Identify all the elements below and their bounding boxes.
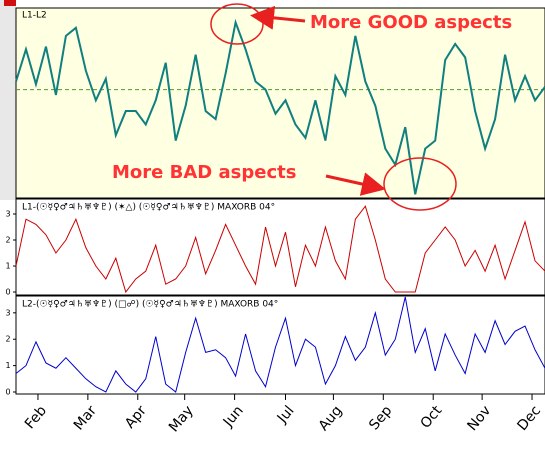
panel-title: L1-L2 (22, 11, 47, 21)
y-tick-label: 1 (5, 262, 10, 271)
bottom-panel (15, 295, 545, 395)
highlight-circle (210, 3, 264, 45)
y-tick-label: 0 (5, 288, 10, 297)
middle-panel (15, 198, 545, 296)
window-icon (4, 0, 16, 6)
highlight-circle (383, 157, 457, 211)
panel-title: L1-(☉☿♀♂♃♄♅♆♇) (✶△) (☉☿♀♂♃♄♅♆♇) MAXORB 0… (22, 203, 275, 213)
y-tick-label: 2 (5, 335, 10, 344)
panel-title: L2-(☉☿♀♂♃♄♅♆♇) (□☍) (☉☿♀♂♃♄♅♆♇) MAXORB 0… (22, 300, 278, 310)
y-tick-label: 0 (5, 388, 10, 397)
y-tick-label: 2 (5, 236, 10, 245)
y-tick-label: 3 (5, 210, 10, 219)
data-line (15, 205, 545, 294)
left-margin (0, 0, 16, 200)
data-line (15, 18, 545, 195)
arrow (250, 5, 306, 30)
y-tick-label: 1 (5, 361, 10, 370)
annotation: More BAD aspects (112, 162, 296, 183)
arrow (325, 172, 386, 196)
top-panel (15, 7, 545, 199)
annotation: More GOOD aspects (310, 12, 512, 33)
data-line (15, 296, 545, 393)
y-tick-label: 3 (5, 308, 10, 317)
